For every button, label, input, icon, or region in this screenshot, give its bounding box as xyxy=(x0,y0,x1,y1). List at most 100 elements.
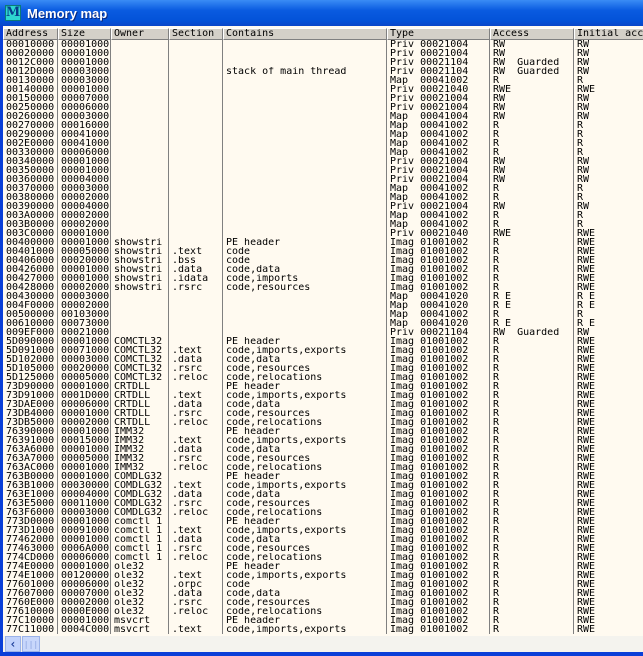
cell-type: Imag 01001002 xyxy=(387,346,490,355)
table-row[interactable]: 73D91000 0001D000 CRTDLL .text code,imports,… xyxy=(3,391,643,400)
table-row[interactable]: 77C10000 00001000 msvcrt PE header Imag 0100… xyxy=(3,616,643,625)
cell-owner: comctl_1 xyxy=(111,517,169,526)
cell-owner xyxy=(111,85,169,94)
table-row[interactable]: 00270000 00016000 Map 00041002 R R xyxy=(3,121,643,130)
cell-type: Imag 01001002 xyxy=(387,463,490,472)
cell-type: Imag 01001002 xyxy=(387,589,490,598)
table-row[interactable]: 00500000 00103000 Map 00041002 R R xyxy=(3,310,643,319)
table-row[interactable]: 00340000 00001000 Priv 00021004 RW RW xyxy=(3,157,643,166)
table-row[interactable]: 77601000 00006000 ole32 .orpc code Imag 01001… xyxy=(3,580,643,589)
column-header-contains[interactable]: Contains xyxy=(223,28,387,40)
scrollbar-thumb[interactable]: ||| xyxy=(22,636,40,652)
table-row[interactable]: 5D125000 00005000 COMCTL32 .reloc code,reloc… xyxy=(3,373,643,382)
table-row[interactable]: 77610000 0000E000 ole32 .reloc code,relocati… xyxy=(3,607,643,616)
column-header-owner[interactable]: Owner xyxy=(111,28,169,40)
table-row[interactable]: 77C11000 0004C000 msvcrt .text code,imports,… xyxy=(3,625,643,634)
table-row[interactable]: 763B1000 00030000 COMDLG32 .text code,import… xyxy=(3,481,643,490)
table-row[interactable]: 00426000 00001000 showstri .data code,data Im… xyxy=(3,265,643,274)
table-row[interactable]: 774CD000 00006000 comctl_1 .reloc code,reloc… xyxy=(3,553,643,562)
table-row[interactable]: 00400000 00001000 showstri PE header Imag 01… xyxy=(3,238,643,247)
table-row[interactable]: 00130000 00003000 Map 00041002 R R xyxy=(3,76,643,85)
title-bar[interactable]: M Memory map xyxy=(0,0,643,26)
table-row[interactable]: 00010000 00001000 Priv 00021004 RW RW xyxy=(3,40,643,49)
table-row[interactable]: 00020000 00001000 Priv 00021004 RW RW xyxy=(3,49,643,58)
table-row[interactable]: 73DAE000 00006000 CRTDLL .data code,data Imag… xyxy=(3,400,643,409)
table-row[interactable]: 00427000 00001000 showstri .idata code,impor… xyxy=(3,274,643,283)
table-row[interactable]: 763E5000 00011000 COMDLG32 .rsrc code,resour… xyxy=(3,499,643,508)
table-row[interactable]: 00390000 00004000 Priv 00021004 RW RW xyxy=(3,202,643,211)
cell-type: Imag 01001002 xyxy=(387,508,490,517)
table-row[interactable]: 763AC000 00001000 IMM32 .reloc code,relocati… xyxy=(3,463,643,472)
table-row[interactable]: 00290000 00041000 Map 00041002 R R xyxy=(3,130,643,139)
cell-initial-access: RW xyxy=(577,166,590,175)
table-row[interactable]: 5D090000 00001000 COMCTL32 PE header Imag 01… xyxy=(3,337,643,346)
column-header-address[interactable]: Address xyxy=(3,28,58,40)
cell-address: 7760E000 xyxy=(3,598,58,607)
table-row[interactable]: 00140000 00001000 Priv 00021040 RWE RWE xyxy=(3,85,643,94)
cell-access: R xyxy=(490,391,574,400)
cell-address: 00390000 xyxy=(3,202,58,211)
table-row[interactable]: 73DB5000 00002000 CRTDLL .reloc code,relocat… xyxy=(3,418,643,427)
table-row[interactable]: 003A0000 00002000 Map 00041002 R R xyxy=(3,211,643,220)
table-row[interactable]: 00428000 00002000 showstri .rsrc code,resour… xyxy=(3,283,643,292)
table-row[interactable]: 7760E000 00002000 ole32 .rsrc code,resources… xyxy=(3,598,643,607)
table-row[interactable]: 76391000 00015000 IMM32 .text code,imports,e… xyxy=(3,436,643,445)
table-row[interactable]: 76390000 00001000 IMM32 PE header Imag 01001… xyxy=(3,427,643,436)
cell-owner: COMDLG32 xyxy=(111,508,169,517)
table-row[interactable]: 00150000 00007000 Priv 00021004 RW RW xyxy=(3,94,643,103)
table-row[interactable]: 5D091000 00071000 COMCTL32 .text code,import… xyxy=(3,346,643,355)
column-header-initial-access[interactable]: Initial acc xyxy=(574,28,643,40)
column-header-access[interactable]: Access xyxy=(490,28,574,40)
table-row[interactable]: 73DB4000 00001000 CRTDLL .rsrc code,resource… xyxy=(3,409,643,418)
horizontal-scrollbar[interactable]: ‹ ||| xyxy=(3,636,643,652)
table-row[interactable]: 773D0000 00001000 comctl_1 PE header Imag 01… xyxy=(3,517,643,526)
table-row[interactable]: 73D90000 00001000 CRTDLL PE header Imag 0100… xyxy=(3,382,643,391)
scroll-left-arrow-icon[interactable]: ‹ xyxy=(5,636,21,652)
table-row[interactable]: 00250000 00006000 Priv 00021004 RW RW xyxy=(3,103,643,112)
column-header-section[interactable]: Section xyxy=(169,28,223,40)
table-row[interactable]: 773D1000 00091000 comctl_1 .text code,import… xyxy=(3,526,643,535)
cell-owner: ole32 xyxy=(111,580,169,589)
table-row[interactable]: 00360000 00004000 Priv 00021004 RW RW xyxy=(3,175,643,184)
table-row[interactable]: 00260000 00003000 Map 00041004 RW RW xyxy=(3,112,643,121)
table-row[interactable]: 00330000 00006000 Map 00041002 R R xyxy=(3,148,643,157)
cell-section xyxy=(169,175,223,184)
table-row[interactable]: 774E1000 00120000 ole32 .text code,imports,e… xyxy=(3,571,643,580)
table-row[interactable]: 00370000 00003000 Map 00041002 R R xyxy=(3,184,643,193)
cell-initial-access: RW xyxy=(577,328,590,337)
table-row[interactable]: 763E1000 00004000 COMDLG32 .data code,data Im… xyxy=(3,490,643,499)
table-row[interactable]: 0012D000 00003000 stack of main thread Priv… xyxy=(3,67,643,76)
table-row[interactable]: 003B0000 00002000 Map 00041002 R R xyxy=(3,220,643,229)
column-header-size[interactable]: Size xyxy=(58,28,111,40)
table-row[interactable]: 77463000 0006A000 comctl_1 .rsrc code,resour… xyxy=(3,544,643,553)
cell-size: 0001D000 xyxy=(58,391,111,400)
table-row[interactable]: 002E0000 00041000 Map 00041002 R R xyxy=(3,139,643,148)
table-row[interactable]: 77607000 00007000 ole32 .data code,data Imag … xyxy=(3,589,643,598)
table-row[interactable]: 774E0000 00001000 ole32 PE header Imag 01001… xyxy=(3,562,643,571)
table-row[interactable]: 0012C000 00001000 Priv 00021104 RW Guarded R… xyxy=(3,58,643,67)
table-row[interactable]: 77462000 00001000 comctl_1 .data code,data Im… xyxy=(3,535,643,544)
table-row[interactable]: 763B0000 00001000 COMDLG32 PE header Imag 01… xyxy=(3,472,643,481)
table-row[interactable]: 5D105000 00020000 COMCTL32 .rsrc code,resour… xyxy=(3,364,643,373)
cell-type: Priv 00021104 xyxy=(387,58,490,67)
cell-contains: PE header xyxy=(223,382,387,391)
table-row[interactable]: 763A7000 00005000 IMM32 .rsrc code,resources… xyxy=(3,454,643,463)
table-row[interactable]: 009EF000 00021000 Priv 00021104 RW Guarded R… xyxy=(3,328,643,337)
table-row[interactable]: 763A6000 00001000 IMM32 .data code,data Imag … xyxy=(3,445,643,454)
cell-type: Map 00041002 xyxy=(387,310,490,319)
table-row[interactable]: 763F6000 00003000 COMDLG32 .reloc code,reloc… xyxy=(3,508,643,517)
window-title: Memory map xyxy=(27,5,108,21)
cell-contains xyxy=(223,130,387,139)
cell-address: 763A7000 xyxy=(3,454,58,463)
table-row[interactable]: 00350000 00001000 Priv 00021004 RW RW xyxy=(3,166,643,175)
table-row[interactable]: 00380000 00002000 Map 00041002 R R xyxy=(3,193,643,202)
table-row[interactable]: 00401000 00005000 showstri .text code Imag 01… xyxy=(3,247,643,256)
column-header-type[interactable]: Type xyxy=(387,28,490,40)
table-row[interactable]: 003C0000 00001000 Priv 00021040 RWE RWE xyxy=(3,229,643,238)
cell-owner xyxy=(111,211,169,220)
table-row[interactable]: 00406000 00020000 showstri .bss code Imag 010… xyxy=(3,256,643,265)
table-row[interactable]: 5D102000 00003000 COMCTL32 .data code,data Im… xyxy=(3,355,643,364)
